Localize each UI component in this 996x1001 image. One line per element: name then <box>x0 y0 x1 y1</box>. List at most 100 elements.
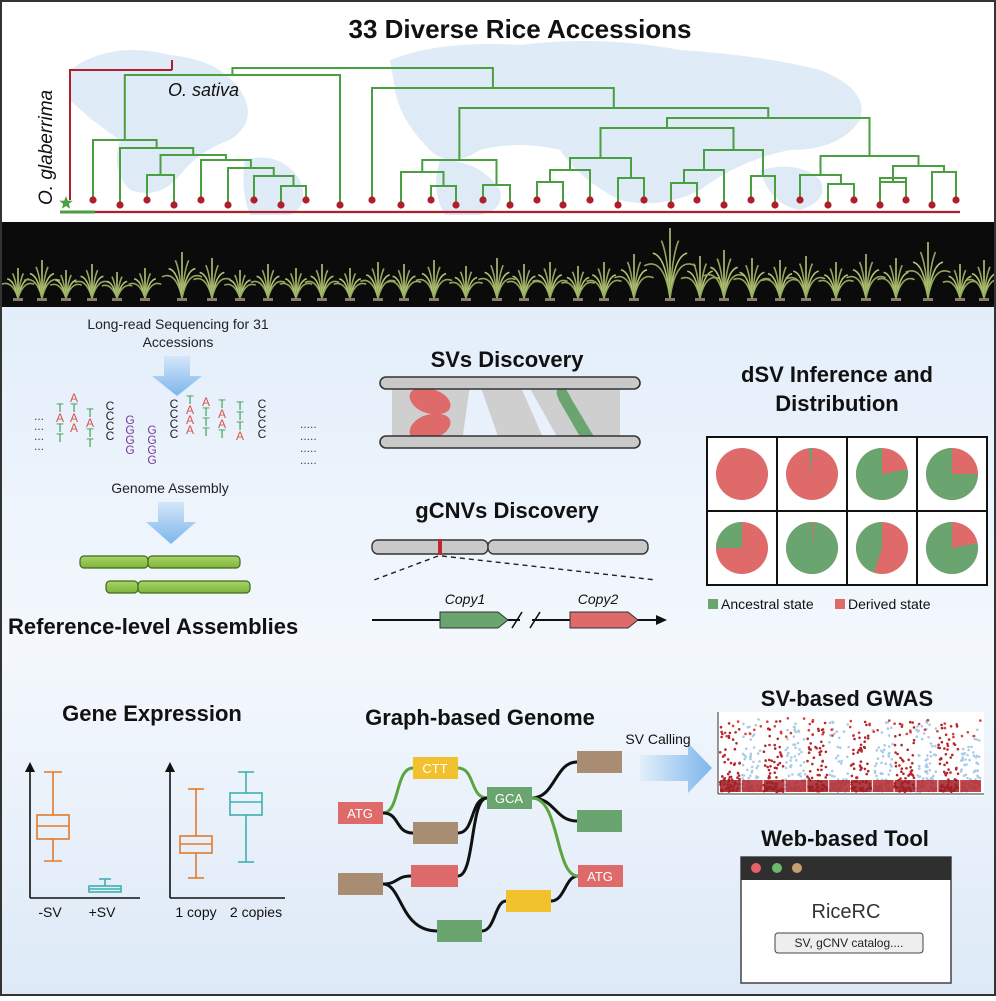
reference-assemblies-label: Reference-level Assemblies <box>8 614 298 639</box>
accession-leaf-dot <box>876 201 884 209</box>
plant-icon <box>386 264 422 301</box>
base-letter: T <box>236 409 244 423</box>
base-letter: T <box>56 401 64 415</box>
ingroup-label: O. sativa <box>168 80 239 100</box>
legend-ancestral-label: Ancestral state <box>721 596 814 612</box>
plant-icon <box>614 254 654 301</box>
copy1-label: Copy1 <box>445 591 485 607</box>
base-letter: A <box>236 429 244 443</box>
base-letter: G <box>147 453 156 467</box>
base-letter: A <box>218 417 226 431</box>
base-letter: A <box>56 411 64 425</box>
graph-node-atg-end-label: ATG <box>587 869 613 884</box>
plant-icon <box>74 264 110 301</box>
graph-node-atg-end <box>578 865 623 887</box>
sv-discovery-title: SVs Discovery <box>431 347 585 372</box>
dsv-pie <box>776 510 848 586</box>
accession-leaf-dot <box>302 196 310 204</box>
plant-icon <box>761 260 799 301</box>
gcnv-discovery-title: gCNVs Discovery <box>415 498 599 523</box>
base-letter: G <box>147 443 156 457</box>
genome-assembly-label: Genome Assembly <box>111 480 229 496</box>
accession-leaf-dot <box>197 196 205 204</box>
base-letter: C <box>106 419 115 433</box>
base-letter: A <box>218 407 226 421</box>
graph-node-ctt-label: CTT <box>422 761 447 776</box>
sequencing-label-line1: Long-read Sequencing for 31 <box>87 316 269 332</box>
dsv-pie <box>846 510 918 586</box>
plant-icon <box>333 268 367 301</box>
plant-icon <box>23 260 61 301</box>
assembly-contigs <box>79 555 251 594</box>
accession-leaf-dot <box>452 201 460 209</box>
plant-icon <box>818 262 854 301</box>
plant-icon <box>304 264 340 301</box>
base-letter: C <box>258 417 267 431</box>
base-letter: G <box>125 423 134 437</box>
sequence-reads: ............TATTATAATATTCCCCGGGGGGGGCCCC… <box>34 391 317 467</box>
accession-leaf-dot <box>427 196 435 204</box>
base-letter: C <box>106 409 115 423</box>
dsv-pie <box>706 436 778 512</box>
base-letter: A <box>86 416 94 430</box>
gcnv-diagram <box>371 539 667 629</box>
catalog-button-label[interactable]: SV, gCNV catalog.... <box>795 936 904 950</box>
accession-leaf-dot <box>952 196 960 204</box>
accession-leaf-dot <box>277 201 285 209</box>
base-letter: A <box>186 423 194 437</box>
base-letter: T <box>202 405 210 419</box>
accession-leaf-dot <box>116 201 124 209</box>
label-plus-sv: +SV <box>89 904 117 920</box>
plant-icon <box>279 268 313 301</box>
accession-leaf-dot <box>143 196 151 204</box>
plant-icon <box>415 260 453 301</box>
plant-icon <box>877 258 915 301</box>
base-letter: A <box>70 391 78 405</box>
accession-leaf-dot <box>336 201 344 209</box>
accession-leaf-dot <box>667 201 675 209</box>
read-ellipsis: ..... <box>300 429 317 443</box>
web-app-name: RiceRC <box>812 901 881 923</box>
plant-icon <box>193 258 231 301</box>
base-letter: G <box>147 433 156 447</box>
dsv-pie-grid <box>706 436 988 586</box>
plant-icon <box>128 268 162 301</box>
plant-icon <box>161 251 203 301</box>
base-letter: C <box>106 399 115 413</box>
dsv-pie <box>706 510 778 586</box>
plant-icon <box>478 257 516 301</box>
base-letter: A <box>186 403 194 417</box>
graph-node-brown-3 <box>577 751 622 773</box>
base-letter: G <box>125 443 134 457</box>
base-letter: C <box>258 397 267 411</box>
plant-icon <box>561 266 595 301</box>
base-letter: T <box>186 393 194 407</box>
plant-icon <box>680 256 720 301</box>
base-letter: C <box>258 427 267 441</box>
accession-leaf-dot <box>397 201 405 209</box>
base-letter: A <box>70 411 78 425</box>
graph-node-ctt <box>413 757 458 779</box>
accession-leaf-dot <box>902 196 910 204</box>
plant-icon <box>360 262 396 301</box>
accession-leaf-dot <box>533 196 541 204</box>
plant-icon <box>703 250 745 301</box>
graph-node-gca <box>487 787 532 809</box>
graph-node-red <box>411 865 458 887</box>
sv-diagram <box>379 376 641 449</box>
accession-leaf-dot <box>824 201 832 209</box>
accession-leaf-dot <box>614 201 622 209</box>
read-ellipsis: ... <box>34 409 44 423</box>
plant-icon <box>449 266 483 301</box>
read-ellipsis: ..... <box>300 453 317 467</box>
plant-icon <box>733 258 771 301</box>
dsv-pie <box>776 436 848 512</box>
plant-icon <box>223 270 257 301</box>
accession-leaf-dot <box>796 196 804 204</box>
catalog-button[interactable] <box>774 932 924 954</box>
sv-calling-arrow <box>640 743 712 793</box>
base-letter: T <box>202 415 210 429</box>
expression-plot-right <box>165 762 285 899</box>
accession-leaf-dot <box>479 196 487 204</box>
